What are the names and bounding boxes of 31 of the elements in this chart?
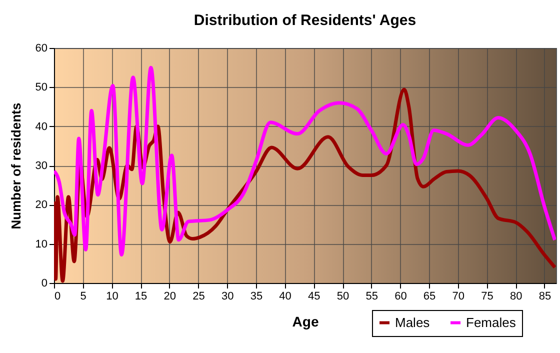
y-tick-label: 0 (41, 278, 48, 290)
x-tick-label: 5 (80, 290, 86, 302)
x-tick-label: 20 (164, 290, 176, 302)
x-tick-label: 15 (134, 290, 148, 302)
y-axis-title: Number of residents (8, 102, 24, 230)
y-tick-label: 40 (35, 120, 48, 133)
x-tick-label: 80 (510, 290, 522, 302)
x-tick-label: 50 (336, 290, 350, 302)
legend-label: Males (395, 314, 430, 330)
y-tick-label: 10 (35, 238, 48, 250)
y-tick-label: 20 (35, 199, 48, 212)
x-tick-label: 10 (106, 290, 118, 302)
y-tick-label: 50 (35, 82, 48, 94)
x-tick-label: 85 (538, 290, 552, 302)
x-tick-label: 30 (221, 290, 234, 302)
x-tick-label: 55 (366, 290, 378, 302)
x-tick-label: 35 (250, 290, 263, 302)
x-tick-label: 60 (394, 290, 407, 302)
y-tick-label: 30 (35, 160, 48, 172)
y-tick-label: 60 (35, 42, 48, 54)
x-tick-label: 70 (452, 290, 465, 302)
chart-title: Distribution of Residents' Ages (194, 12, 416, 29)
line-series (54, 66, 556, 257)
x-tick-label: 25 (192, 290, 205, 302)
legend-label: Females (466, 314, 516, 330)
x-axis-title: Age (292, 314, 319, 330)
x-tick-label: 45 (308, 290, 320, 302)
x-tick-label: 40 (279, 290, 292, 302)
x-tick-label: 65 (423, 290, 436, 302)
x-tick-label: 75 (481, 290, 494, 302)
x-tick-label: 0 (54, 290, 61, 302)
